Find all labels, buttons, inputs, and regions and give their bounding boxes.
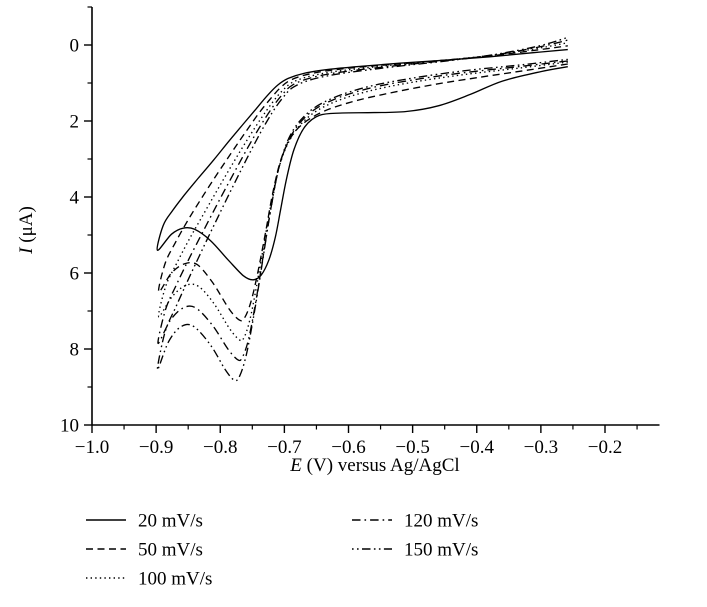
x-tick-label: −0.6 xyxy=(331,437,365,458)
x-tick-label: −0.3 xyxy=(524,437,558,458)
legend-label: 50 mV/s xyxy=(138,540,203,561)
x-tick-label: −0.5 xyxy=(395,437,429,458)
cv-curve-100-mV-s xyxy=(157,42,568,342)
legend-label: 100 mV/s xyxy=(138,569,212,590)
legend-label: 120 mV/s xyxy=(404,511,478,532)
y-tick-label: 10 xyxy=(60,416,79,437)
y-tick-label: 4 xyxy=(70,188,80,209)
x-tick-label: −1.0 xyxy=(75,437,109,458)
cv-curve-150-mV-s xyxy=(156,36,568,382)
cv-curve-20-mV-s xyxy=(156,48,568,281)
cv-curve-120-mV-s xyxy=(157,39,568,362)
x-tick-label: −0.2 xyxy=(588,437,622,458)
y-tick-label: 8 xyxy=(70,340,80,361)
x-tick-label: −0.8 xyxy=(203,437,237,458)
legend-label: 20 mV/s xyxy=(138,511,203,532)
y-tick-label: 2 xyxy=(70,112,80,133)
y-axis-title: I (μA) xyxy=(16,206,37,255)
y-tick-label: 6 xyxy=(70,264,80,285)
x-tick-label: −0.4 xyxy=(460,437,495,458)
y-tick-label: 0 xyxy=(70,36,80,57)
x-tick-label: −0.9 xyxy=(139,437,173,458)
cv-curve-50-mV-s xyxy=(157,45,568,322)
x-tick-label: −0.7 xyxy=(267,437,301,458)
x-axis-title: E (V) versus Ag/AgCl xyxy=(289,455,459,476)
legend-label: 150 mV/s xyxy=(404,540,478,561)
